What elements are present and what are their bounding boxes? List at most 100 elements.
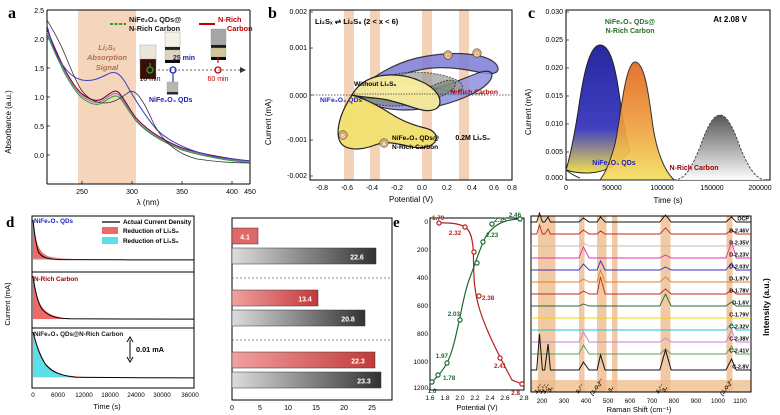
svg-text:0.000: 0.000 xyxy=(545,175,563,182)
svg-text:50000: 50000 xyxy=(602,185,622,192)
svg-text:200: 200 xyxy=(537,398,548,405)
svg-text:1.97: 1.97 xyxy=(436,353,449,360)
svg-text:Absorption: Absorption xyxy=(86,53,127,62)
svg-text:300: 300 xyxy=(559,398,570,405)
svg-text:0.001: 0.001 xyxy=(289,45,307,52)
svg-text:1.6: 1.6 xyxy=(425,395,434,402)
svg-text:c: c xyxy=(528,5,535,22)
svg-text:-0.8: -0.8 xyxy=(316,185,328,192)
svg-text:800: 800 xyxy=(417,331,428,338)
svg-text:0.010: 0.010 xyxy=(545,121,563,128)
svg-text:-0.002: -0.002 xyxy=(287,173,307,180)
svg-text:At 2.08 V: At 2.08 V xyxy=(713,15,747,24)
svg-text:Absorbance (a.u.): Absorbance (a.u.) xyxy=(4,90,13,154)
svg-text:0.2M Li₂S₆: 0.2M Li₂S₆ xyxy=(455,135,490,142)
svg-text:D-1.78V: D-1.78V xyxy=(729,289,749,295)
svg-text:C-2.38V: C-2.38V xyxy=(729,337,749,343)
svg-text:D-2.03V: D-2.03V xyxy=(729,265,749,271)
svg-text:N-Rich Carbon: N-Rich Carbon xyxy=(450,89,498,96)
svg-text:NiFe₂O₄ QDs: NiFe₂O₄ QDs xyxy=(34,218,74,225)
svg-text:0.020: 0.020 xyxy=(545,65,563,72)
svg-text:400: 400 xyxy=(581,398,592,405)
svg-text:23.3: 23.3 xyxy=(357,379,371,386)
svg-text:2.41: 2.41 xyxy=(494,363,507,370)
svg-text:N-Rich: N-Rich xyxy=(218,15,242,24)
svg-text:400: 400 xyxy=(226,189,238,196)
svg-text:22.3: 22.3 xyxy=(351,359,365,366)
svg-text:20: 20 xyxy=(340,405,348,412)
svg-text:λ (nm): λ (nm) xyxy=(137,198,160,207)
svg-text:300: 300 xyxy=(126,189,138,196)
svg-text:0.01 mA: 0.01 mA xyxy=(136,345,165,354)
svg-text:Current (mA): Current (mA) xyxy=(3,282,12,326)
svg-text:D-2.23V: D-2.23V xyxy=(729,253,749,259)
svg-text:D-1.97V: D-1.97V xyxy=(729,277,749,283)
svg-text:NiFe₂O₄ QDs: NiFe₂O₄ QDs xyxy=(320,97,362,104)
svg-text:C-2.41V: C-2.41V xyxy=(729,349,749,355)
svg-text:d: d xyxy=(6,215,15,231)
svg-text:Time (s): Time (s) xyxy=(653,196,682,205)
svg-text:Li₂S₆: Li₂S₆ xyxy=(98,43,116,52)
svg-text:2.2: 2.2 xyxy=(470,395,479,402)
svg-text:1200: 1200 xyxy=(413,385,428,392)
svg-text:1.0: 1.0 xyxy=(34,95,44,102)
svg-text:700: 700 xyxy=(647,398,658,405)
svg-text:2.32: 2.32 xyxy=(449,230,462,237)
svg-text:0.015: 0.015 xyxy=(545,93,563,100)
svg-text:600: 600 xyxy=(417,303,428,310)
svg-text:N-Rich Carbon: N-Rich Carbon xyxy=(34,276,78,283)
svg-text:0.0: 0.0 xyxy=(34,153,44,160)
svg-text:B: B xyxy=(341,134,345,140)
svg-text:NiFe₂O₄ QDs: NiFe₂O₄ QDs xyxy=(149,97,193,104)
svg-text:0.000: 0.000 xyxy=(289,93,307,100)
svg-text:0.0: 0.0 xyxy=(417,185,427,192)
svg-text:18 min: 18 min xyxy=(139,76,160,83)
svg-text:800: 800 xyxy=(669,398,680,405)
svg-text:Li₂Sₓ ⇌ Li₂S₆ (2 < x < 6): Li₂Sₓ ⇌ Li₂S₆ (2 < x < 6) xyxy=(315,17,399,26)
svg-text:Intensity (a.u.): Intensity (a.u.) xyxy=(761,278,771,336)
svg-text:0.025: 0.025 xyxy=(545,37,563,44)
svg-text:Carbon: Carbon xyxy=(227,24,253,33)
svg-text:b: b xyxy=(268,5,277,22)
svg-text:Potential (V): Potential (V) xyxy=(389,195,433,204)
svg-text:2.46: 2.46 xyxy=(509,212,522,219)
svg-text:25: 25 xyxy=(368,405,376,412)
svg-text:22.6: 22.6 xyxy=(350,255,364,262)
svg-text:0.002: 0.002 xyxy=(289,9,307,16)
svg-text:2.38: 2.38 xyxy=(482,295,495,302)
svg-text:2.4: 2.4 xyxy=(485,395,494,402)
svg-text:2.23: 2.23 xyxy=(486,232,499,239)
svg-text:D-2.46V: D-2.46V xyxy=(729,229,749,235)
svg-text:2.35: 2.35 xyxy=(494,217,507,224)
svg-text:N-Rich Carbon: N-Rich Carbon xyxy=(670,165,719,172)
svg-text:400: 400 xyxy=(417,275,428,282)
svg-text:0: 0 xyxy=(564,185,568,192)
svg-text:1000: 1000 xyxy=(711,398,726,405)
svg-text:NiFe₂O₄ QDs: NiFe₂O₄ QDs xyxy=(592,160,636,167)
svg-text:0.8: 0.8 xyxy=(507,185,517,192)
svg-text:2.0: 2.0 xyxy=(455,395,464,402)
svg-text:0: 0 xyxy=(230,405,234,412)
svg-text:OCP: OCP xyxy=(737,217,749,223)
svg-text:36000: 36000 xyxy=(181,392,199,399)
svg-text:0.5: 0.5 xyxy=(34,124,44,131)
svg-text:6000: 6000 xyxy=(51,392,66,399)
svg-text:-0.6: -0.6 xyxy=(341,185,353,192)
svg-text:D: D xyxy=(475,52,479,58)
svg-text:a: a xyxy=(8,5,16,22)
svg-text:18000: 18000 xyxy=(101,392,119,399)
svg-text:12000: 12000 xyxy=(75,392,93,399)
svg-text:C-2.32V: C-2.32V xyxy=(729,325,749,331)
svg-text:Reduction of Li₂S₆: Reduction of Li₂S₆ xyxy=(123,238,179,245)
svg-text:30000: 30000 xyxy=(153,392,171,399)
svg-text:20.8: 20.8 xyxy=(341,317,355,324)
svg-text:Reduction of Li₂S₈: Reduction of Li₂S₈ xyxy=(123,228,179,235)
svg-text:2.6: 2.6 xyxy=(500,395,509,402)
svg-text:1100: 1100 xyxy=(733,398,747,405)
svg-text:NiFe₂O₄ QDs@: NiFe₂O₄ QDs@ xyxy=(605,19,655,26)
svg-text:0.6: 0.6 xyxy=(489,185,499,192)
svg-text:Current (mA): Current (mA) xyxy=(524,89,533,136)
svg-text:N-Rich Carbon: N-Rich Carbon xyxy=(392,144,438,151)
svg-text:2.0: 2.0 xyxy=(34,37,44,44)
svg-text:-0.4: -0.4 xyxy=(366,185,378,192)
